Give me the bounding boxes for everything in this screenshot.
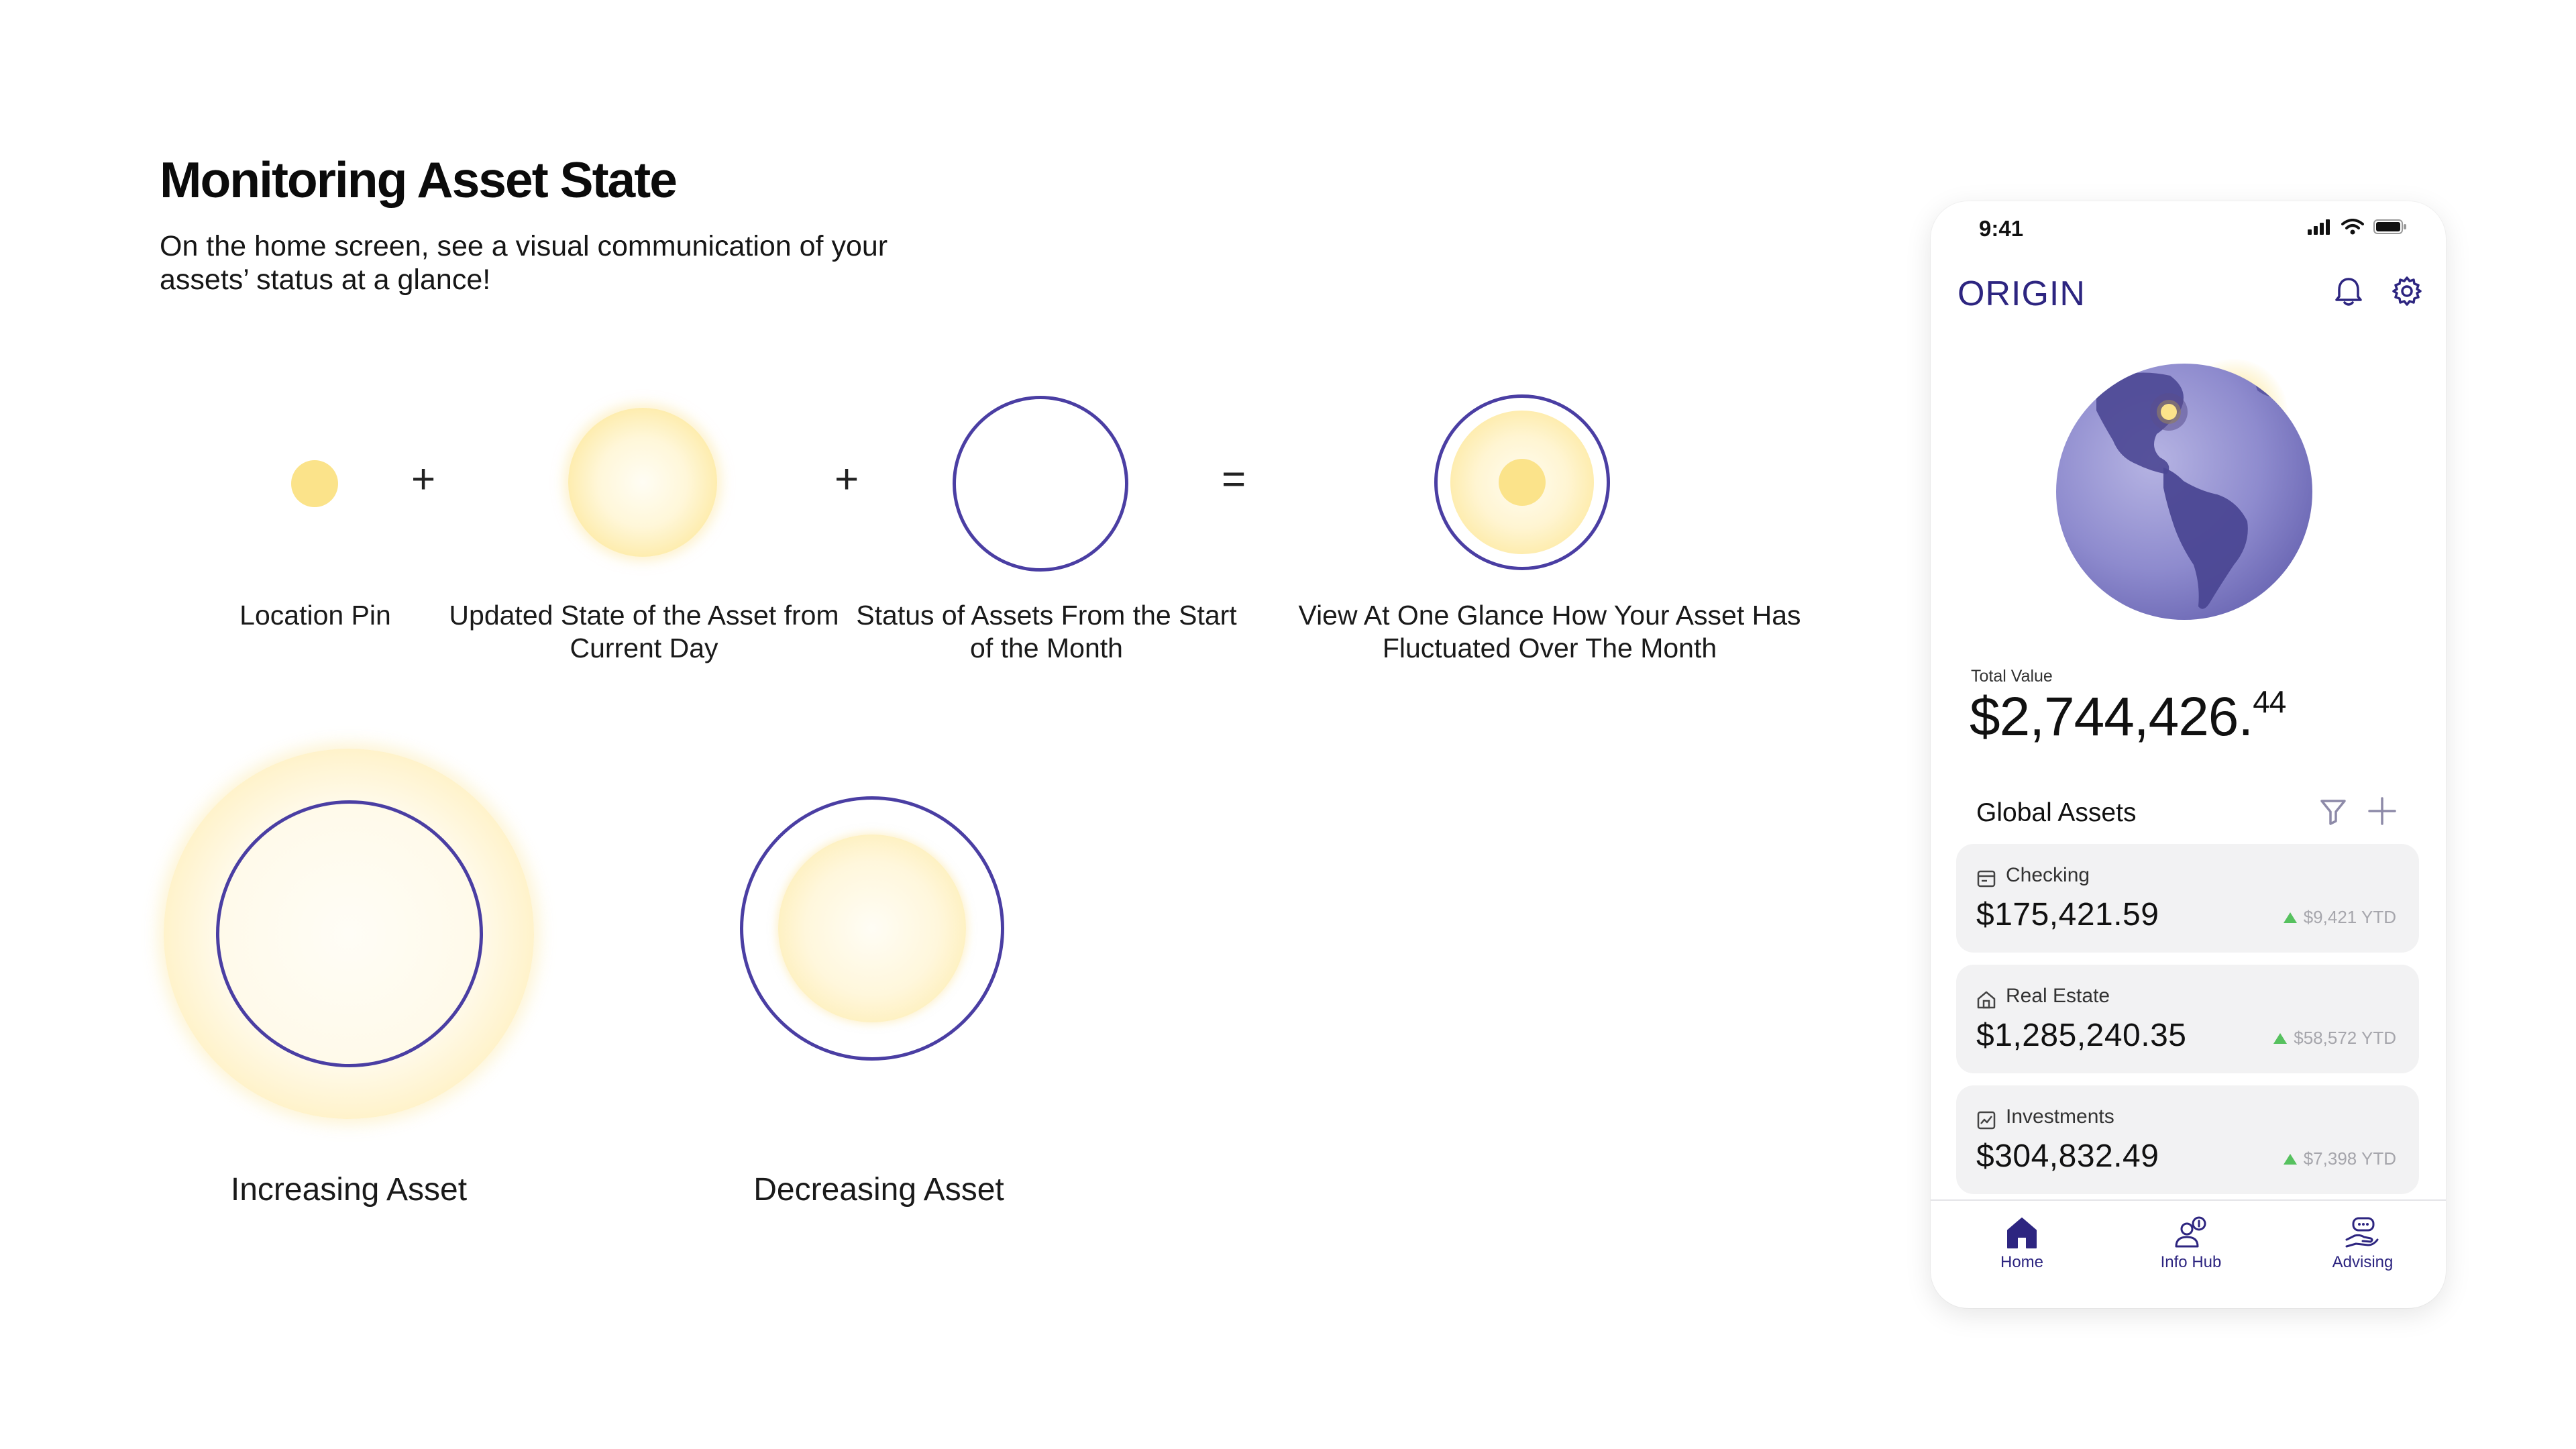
nav-label: Advising (2332, 1253, 2394, 1271)
asset-card-ytd-text: $58,572 YTD (2294, 1028, 2396, 1048)
status-time: 9:41 (1979, 216, 2024, 241)
bottom-nav-divider (1931, 1199, 2446, 1201)
legend-caption-month-start: Status of Assets From the Start of the M… (856, 600, 1237, 663)
nav-label: Info Hub (2160, 1253, 2222, 1271)
plus-icon (2368, 797, 2396, 825)
plus-operator: + (835, 456, 859, 502)
asset-card-amount: $175,421.59 (1976, 897, 2159, 932)
total-value-cents: 44 (2253, 684, 2286, 719)
nav-home[interactable]: Home (1955, 1216, 2089, 1272)
house-icon (1977, 991, 1996, 1009)
asset-card-amount: $304,832.49 (1976, 1138, 2159, 1174)
trend-up-icon (2273, 1032, 2288, 1044)
legend-caption-combined: View At One Glance How Your Asset Has Fl… (1298, 600, 1801, 663)
globe-continents (2096, 370, 2288, 609)
nav-advising[interactable]: Advising (2296, 1216, 2430, 1272)
nav-label: Home (2000, 1253, 2044, 1271)
asset-card-real-estate[interactable]: Real Estate $1,285,240.35 $58,572 YTD (1956, 965, 2419, 1073)
asset-card-label: Investments (2006, 1106, 2114, 1128)
legend-caption-pin: Location Pin (239, 600, 391, 631)
app-logo: ORIGIN (1957, 274, 2086, 313)
total-value-label: Total Value (1971, 667, 2053, 686)
equals-operator: = (1222, 456, 1246, 502)
filter-icon[interactable] (2318, 797, 2348, 830)
decreasing-asset-caption: Decreasing Asset (753, 1172, 1004, 1208)
trend-up-icon (2283, 912, 2297, 923)
page-subtitle: On the home screen, see a visual communi… (160, 230, 888, 296)
nav-info-hub[interactable]: Info Hub (2124, 1216, 2258, 1272)
increasing-asset-ring (216, 800, 483, 1067)
asset-card-ytd-text: $7,398 YTD (2303, 1148, 2396, 1169)
asset-card-label: Real Estate (2006, 985, 2110, 1007)
info-hub-icon (2175, 1216, 2206, 1248)
decreasing-asset-glow (778, 835, 966, 1022)
total-value-amount: $2,744,426.44 (1970, 684, 2286, 749)
advising-icon (2345, 1217, 2379, 1248)
current-day-glow-graphic (568, 408, 717, 557)
add-asset-button[interactable] (2367, 796, 2398, 830)
battery-icon (2373, 219, 2406, 234)
asset-card-investments[interactable]: Investments $304,832.49 $7,398 YTD (1956, 1085, 2419, 1194)
trend-up-icon (2283, 1153, 2297, 1165)
chart-icon (1977, 1111, 1996, 1130)
home-icon (2007, 1218, 2037, 1248)
legend-caption-current-day: Updated State of the Asset from Current … (449, 600, 839, 663)
asset-card-label: Checking (2006, 864, 2090, 886)
wallet-icon (1977, 870, 1996, 888)
plus-operator: + (411, 456, 436, 502)
signal-icon (2308, 219, 2330, 235)
combined-pin-graphic (1499, 459, 1546, 506)
wifi-icon (2341, 219, 2364, 235)
asset-card-ytd-text: $9,421 YTD (2303, 907, 2396, 927)
location-pin-graphic (291, 460, 338, 507)
month-start-ring-graphic (953, 396, 1128, 572)
asset-card-ytd: $58,572 YTD (2273, 1028, 2396, 1049)
page-title: Monitoring Asset State (160, 152, 678, 208)
asset-card-ytd: $9,421 YTD (2283, 907, 2396, 928)
asset-card-ytd: $7,398 YTD (2283, 1148, 2396, 1169)
section-title: Global Assets (1976, 798, 2137, 827)
asset-card-amount: $1,285,240.35 (1976, 1018, 2187, 1053)
total-value-main: $2,744,426. (1970, 686, 2253, 747)
phone-mockup: 9:41 ORIGIN (1931, 201, 2446, 1308)
gear-icon[interactable] (2391, 275, 2423, 311)
bell-icon[interactable] (2333, 275, 2364, 311)
increasing-asset-caption: Increasing Asset (230, 1172, 468, 1208)
status-bar-icons (2306, 219, 2407, 235)
asset-card-checking[interactable]: Checking $175,421.59 $9,421 YTD (1956, 844, 2419, 953)
